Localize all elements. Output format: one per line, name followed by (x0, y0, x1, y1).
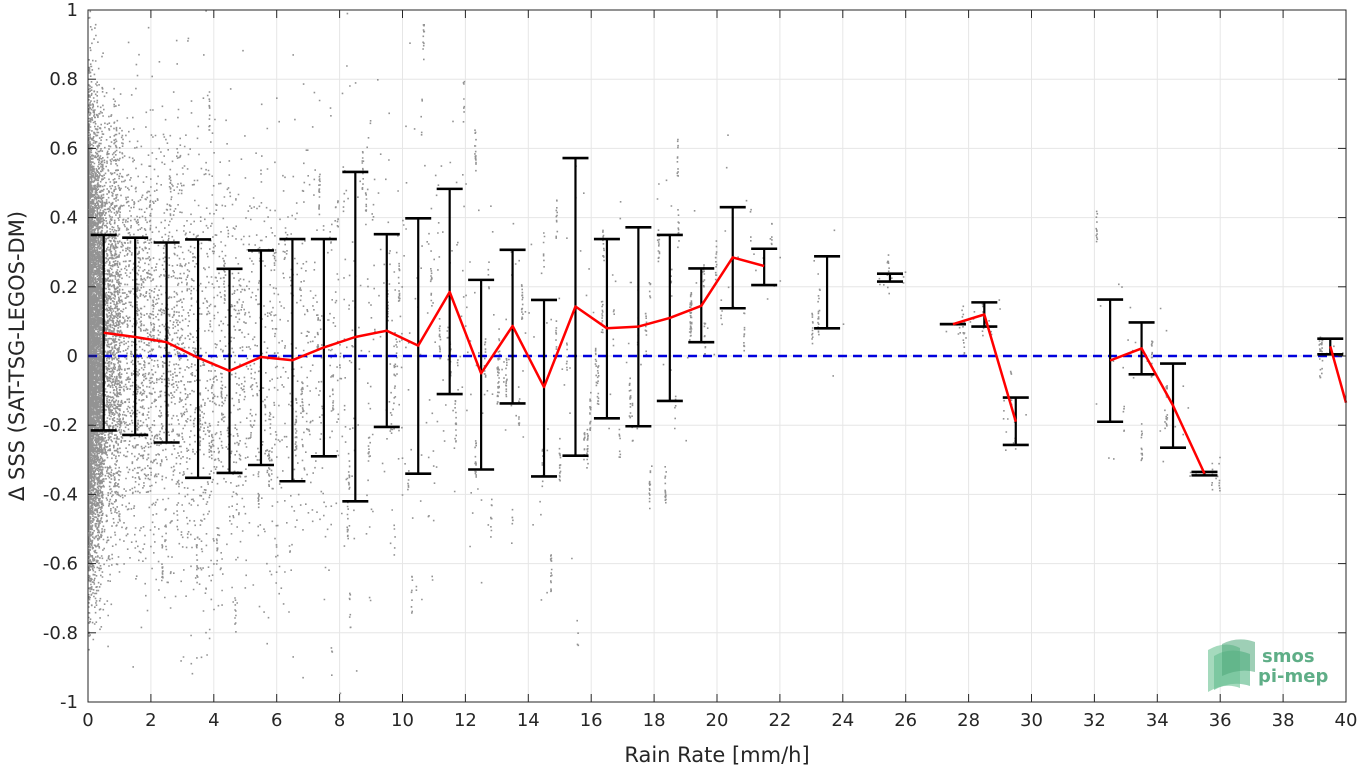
y-tick-label: -0.6 (43, 554, 78, 575)
x-ticks: 0 2 4 6 8 10 12 14 16 18 20 22 24 26 28 30 32 34 36 38 40 (82, 10, 1357, 731)
x-tick-label: 14 (517, 710, 540, 731)
y-tick-label: -0.8 (43, 623, 78, 644)
x-tick-label: 10 (391, 710, 414, 731)
x-tick-label: 34 (1146, 710, 1169, 731)
x-tick-label: 36 (1209, 710, 1232, 731)
logo-waves-icon (1208, 639, 1255, 692)
x-tick-label: 38 (1272, 710, 1295, 731)
y-tick-label: 0.4 (49, 208, 78, 229)
x-tick-label: 0 (82, 710, 93, 731)
y-ticks: -1 -0.8 -0.6 -0.4 -0.2 0 0.2 0.4 0.6 0.8 1 (43, 0, 1346, 713)
mean-line-segment (1109, 347, 1206, 475)
x-tick-label: 32 (1083, 710, 1106, 731)
mean-line-segment (1329, 345, 1348, 404)
x-tick-label: 2 (145, 710, 156, 731)
y-tick-label: -1 (60, 692, 78, 713)
y-tick-label: 0.6 (49, 138, 78, 159)
logo-line2: pi-mep (1258, 666, 1328, 687)
x-tick-label: 8 (334, 710, 345, 731)
x-tick-label: 26 (894, 710, 917, 731)
y-tick-label: 0 (67, 346, 78, 367)
x-tick-label: 16 (580, 710, 603, 731)
y-tick-label: -0.2 (43, 415, 78, 436)
y-tick-label: 0.2 (49, 277, 78, 298)
x-tick-label: 22 (768, 710, 791, 731)
x-tick-label: 20 (706, 710, 729, 731)
x-tick-label: 24 (831, 710, 854, 731)
smos-pi-mep-logo: smos pi-mep (1208, 639, 1328, 692)
x-tick-label: 30 (1020, 710, 1043, 731)
x-tick-label: 12 (454, 710, 477, 731)
x-tick-label: 6 (271, 710, 282, 731)
y-tick-label: 0.8 (49, 69, 78, 90)
y-axis-label: Δ SSS (SAT-TSG-LEGOS-DM) (5, 211, 29, 501)
mean-line-segment (103, 256, 765, 389)
y-tick-label: -0.4 (43, 484, 78, 505)
x-tick-label: 40 (1335, 710, 1358, 731)
x-axis-label: Rain Rate [mm/h] (624, 743, 809, 767)
y-tick-label: 1 (67, 0, 78, 21)
mean-line-segment (952, 313, 1017, 423)
mean-line (103, 256, 1348, 475)
x-tick-label: 28 (957, 710, 980, 731)
logo-line1: smos (1262, 646, 1315, 667)
x-tick-label: 18 (643, 710, 666, 731)
x-tick-label: 4 (208, 710, 219, 731)
